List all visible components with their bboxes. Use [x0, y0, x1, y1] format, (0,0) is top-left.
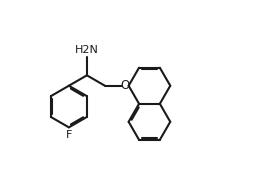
- Text: H2N: H2N: [75, 45, 99, 55]
- Text: F: F: [66, 130, 72, 140]
- Text: O: O: [120, 79, 129, 92]
